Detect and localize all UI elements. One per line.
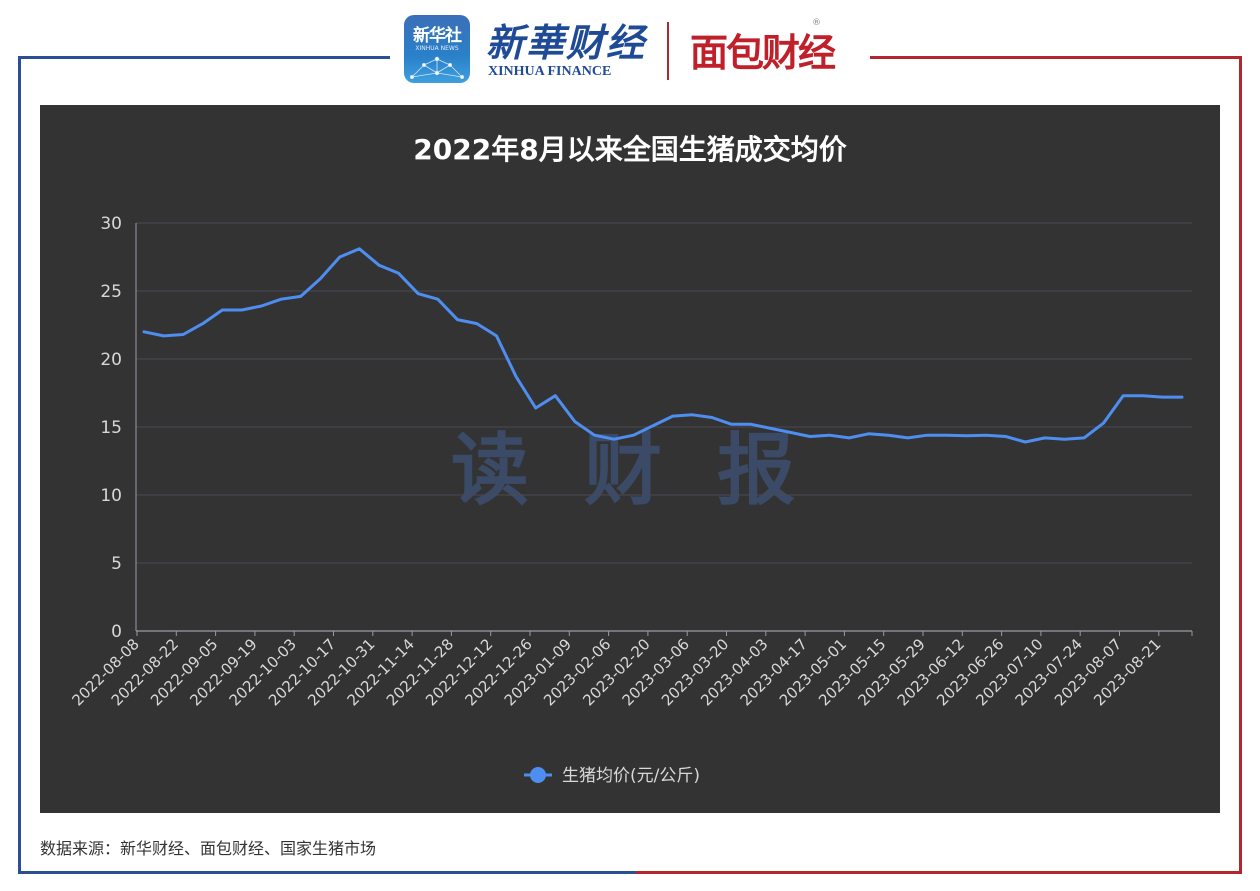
- data-source-note: 数据来源：新华财经、面包财经、国家生猪市场: [40, 839, 377, 858]
- frame-bottom-left-line: [18, 871, 636, 874]
- frame-top-right-line: [870, 56, 1242, 59]
- y-tick-label: 25: [100, 282, 122, 302]
- y-tick-label: 10: [100, 486, 122, 506]
- y-tick-label: 0: [111, 622, 122, 642]
- frame-left-line: [18, 56, 21, 874]
- y-tick-label: 20: [100, 350, 122, 370]
- legend: 生猪均价(元/公斤): [524, 766, 700, 786]
- frame-top-left-line: [18, 56, 390, 59]
- line-chart: 2022年8月以来全国生猪成交均价 读 财 报 0510152025302022…: [68, 133, 1193, 786]
- xinhua-logo-subtitle: XINHUA NEWS: [415, 45, 459, 52]
- xinhua-finance-cn: 新華财经: [486, 20, 647, 65]
- legend-label: 生猪均价(元/公斤): [562, 766, 700, 786]
- xinhua-news-logo: 新华社 XINHUA NEWS: [404, 15, 470, 83]
- series-line: [142, 247, 1184, 444]
- watermark-text: 读 财 报: [451, 426, 809, 516]
- legend-marker: [530, 767, 546, 783]
- grid-lines: [136, 222, 1192, 564]
- header-divider: [667, 22, 669, 80]
- y-tick-label: 15: [100, 418, 122, 438]
- mianbao-finance-logo: 面包财经: [690, 31, 836, 75]
- xinhua-finance-logo: 新華财经 XINHUA FINANCE: [486, 12, 646, 86]
- chart-panel: 2022年8月以来全国生猪成交均价 读 财 报 0 5 10 15 20 25 30 2022…: [40, 105, 1220, 813]
- xinhua-finance-en: XINHUA FINANCE: [488, 64, 612, 79]
- frame-right-line: [1239, 56, 1242, 874]
- chart-title: 2022年8月以来全国生猪成交均价: [413, 133, 847, 166]
- frame-bottom-right-line: [636, 871, 1242, 874]
- y-tick-label: 30: [100, 214, 122, 234]
- y-tick-label: 5: [111, 554, 122, 574]
- xinhua-logo-title: 新华社: [413, 26, 462, 46]
- series-layer: [142, 247, 1184, 444]
- network-graphic-icon: [410, 56, 465, 79]
- header-logos: 新华社 XINHUA NEWS 新華财经 XINHUA FINANCE 面包财经…: [390, 10, 870, 88]
- registered-mark: ®: [812, 18, 821, 28]
